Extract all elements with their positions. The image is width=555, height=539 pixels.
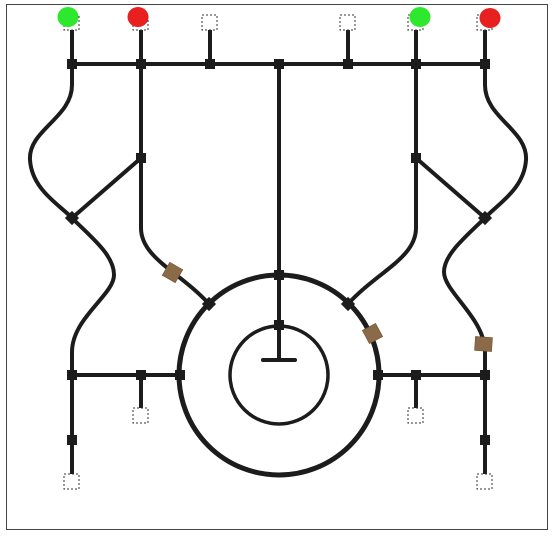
junction[interactable]	[67, 435, 77, 445]
junction[interactable]	[480, 59, 490, 69]
empty-slot[interactable]	[132, 407, 149, 424]
empty-slot[interactable]	[407, 407, 424, 424]
junction[interactable]	[201, 296, 217, 312]
left-inner-line	[139, 62, 211, 306]
junction[interactable]	[411, 153, 421, 163]
bottom-slots	[63, 407, 493, 490]
junction-markers	[64, 59, 493, 445]
board-frame	[6, 4, 548, 530]
right-outer-lower-curve	[442, 216, 487, 482]
empty-slot[interactable]	[201, 14, 218, 31]
crates	[161, 261, 493, 352]
junction[interactable]	[67, 59, 77, 69]
green-token[interactable]	[409, 7, 431, 27]
junction[interactable]	[136, 370, 146, 380]
tokens	[57, 7, 501, 28]
junction[interactable]	[480, 435, 490, 445]
red-token[interactable]	[479, 8, 501, 28]
crate[interactable]	[161, 261, 184, 284]
junction[interactable]	[480, 370, 490, 380]
junction[interactable]	[136, 59, 146, 69]
junction[interactable]	[67, 370, 77, 380]
junction[interactable]	[411, 370, 421, 380]
junction[interactable]	[411, 59, 421, 69]
red-token[interactable]	[127, 7, 149, 27]
junction[interactable]	[205, 59, 215, 69]
crate[interactable]	[361, 322, 384, 345]
empty-slot[interactable]	[63, 473, 80, 490]
junction[interactable]	[274, 270, 284, 280]
junction[interactable]	[274, 59, 284, 69]
left-outer-lower-curve	[70, 216, 116, 482]
right-diagonal	[414, 156, 487, 220]
left-outer-top-curve	[27, 62, 74, 220]
empty-slot[interactable]	[339, 14, 356, 31]
green-token[interactable]	[57, 7, 79, 27]
junction[interactable]	[136, 153, 146, 163]
left-diagonal	[70, 156, 143, 220]
junction[interactable]	[477, 210, 493, 226]
junction[interactable]	[343, 59, 353, 69]
junction[interactable]	[274, 320, 284, 330]
right-outer-top-curve	[483, 62, 529, 220]
empty-slot[interactable]	[476, 473, 493, 490]
junction[interactable]	[175, 370, 185, 380]
junction[interactable]	[373, 370, 383, 380]
right-inner-line	[346, 62, 418, 306]
crate[interactable]	[474, 336, 493, 352]
junction[interactable]	[340, 296, 356, 312]
